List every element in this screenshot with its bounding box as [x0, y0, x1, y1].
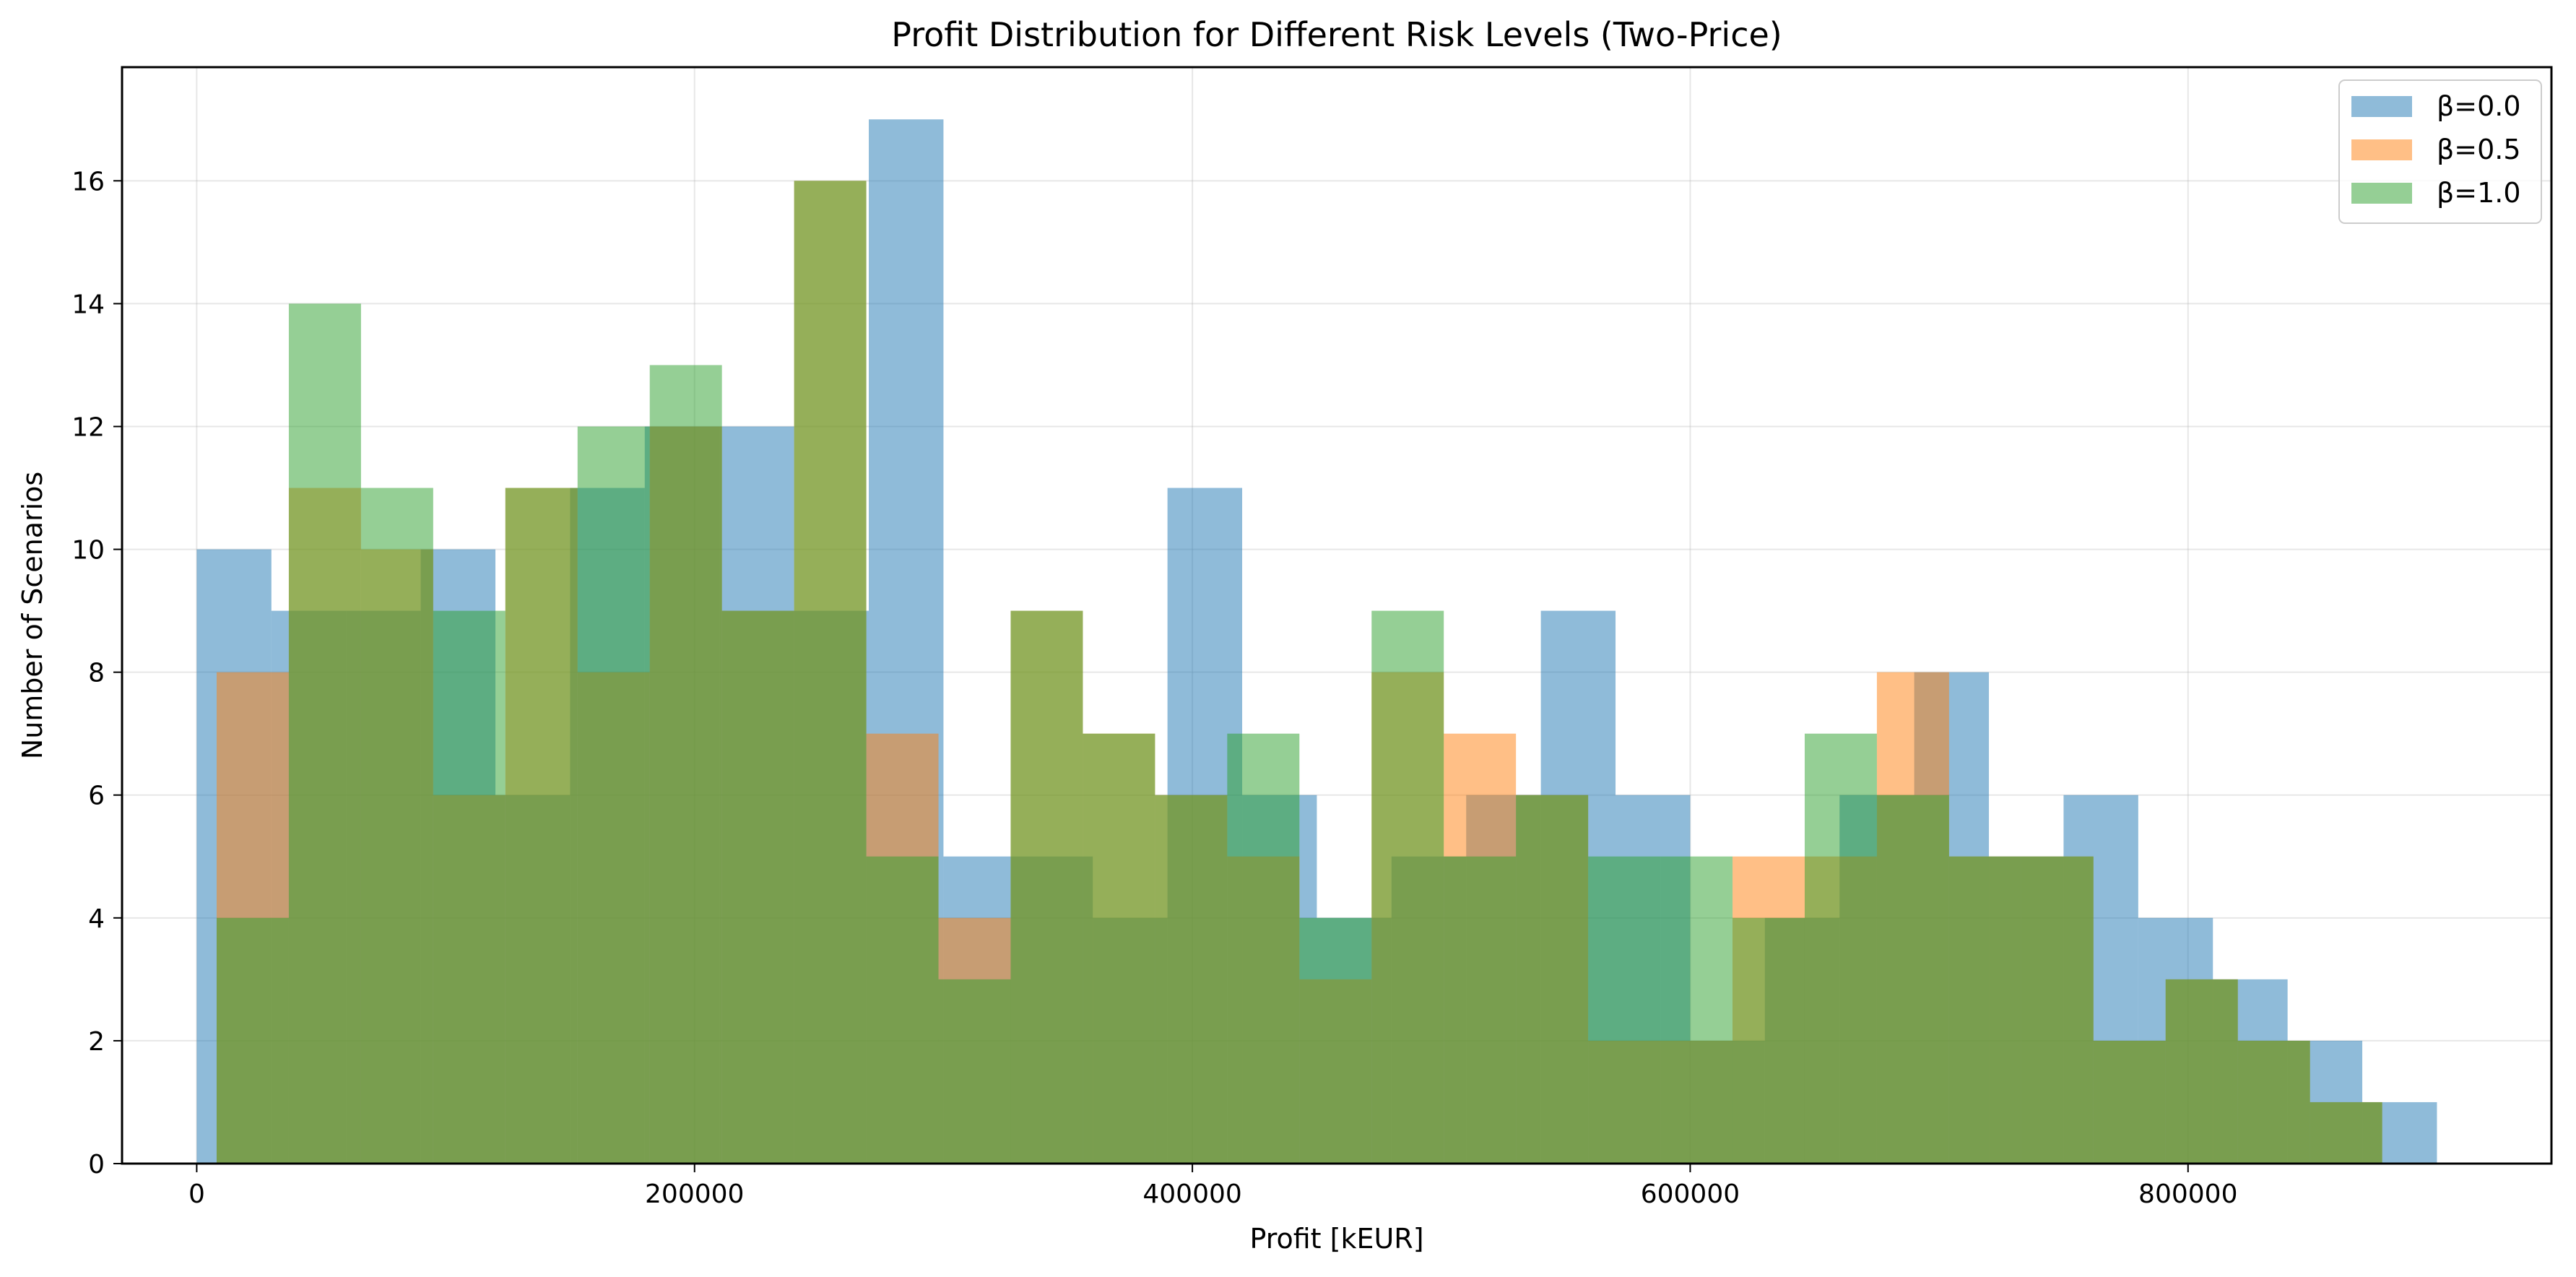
y-tick-label: 4: [88, 904, 105, 934]
histogram-bar: [1948, 856, 2021, 1164]
histogram-bar: [938, 979, 1011, 1164]
series-beta-1-0: [216, 181, 2382, 1164]
y-tick-label: 16: [71, 167, 105, 196]
chart-title: Profit Distribution for Different Risk L…: [891, 15, 1782, 54]
legend-swatch-beta-0-0: [2351, 96, 2412, 117]
histogram-bar: [2237, 1040, 2310, 1164]
y-tick-label: 8: [88, 659, 105, 688]
legend-label-beta-0-0: β=0.0: [2437, 90, 2521, 122]
bars-layer: [196, 119, 2437, 1164]
histogram-bar: [1299, 917, 1372, 1164]
y-axis-label: Number of Scenarios: [17, 472, 48, 759]
histogram-bar: [360, 488, 433, 1164]
histogram-bar: [721, 610, 794, 1164]
histogram-bar: [1732, 917, 1805, 1164]
x-axis-label: Profit [kEUR]: [1249, 1223, 1423, 1255]
histogram-bar: [1588, 856, 1661, 1164]
y-tick-label: 2: [88, 1027, 105, 1057]
x-tick-label: 200000: [645, 1179, 744, 1209]
histogram-bar: [577, 426, 650, 1164]
x-tick-label: 800000: [2138, 1179, 2237, 1209]
histogram-bar: [1516, 795, 1589, 1164]
y-tick-label: 12: [71, 412, 105, 442]
histogram-bar: [1083, 733, 1155, 1164]
histogram-bar: [2093, 1040, 2166, 1164]
y-tick-label: 0: [88, 1150, 105, 1179]
histogram-bar: [1660, 856, 1733, 1164]
x-tick-label: 0: [188, 1179, 205, 1209]
plot-area-frame: [121, 66, 2553, 1165]
histogram-bar: [2021, 856, 2094, 1164]
legend-label-beta-1-0: β=1.0: [2437, 177, 2521, 209]
ticks-layer: 0 200000 400000 600000 800000 0 2 4 6 8 10 12 14 16: [71, 167, 2237, 1209]
histogram-bar: [1876, 795, 1949, 1164]
histogram-bar: [649, 365, 722, 1164]
y-tick-label: 14: [71, 290, 105, 319]
histogram-bar: [216, 917, 289, 1164]
histogram-bar: [1227, 733, 1300, 1164]
histogram-bar: [2165, 979, 2238, 1164]
histogram-bar: [1444, 856, 1517, 1164]
histogram-bar: [288, 303, 361, 1164]
histogram-bar: [433, 610, 506, 1164]
legend-swatch-beta-0-5: [2351, 139, 2412, 160]
legend-swatch-beta-1-0: [2351, 183, 2412, 204]
histogram-bar: [1371, 610, 1444, 1164]
y-tick-label: 6: [88, 782, 105, 811]
y-tick-label: 10: [71, 536, 105, 566]
legend: β=0.0 β=0.5 β=1.0: [2338, 79, 2542, 224]
histogram-bar: [2310, 1101, 2382, 1164]
histogram-bar: [794, 181, 867, 1164]
legend-label-beta-0-5: β=0.5: [2437, 134, 2521, 165]
x-tick-label: 600000: [1641, 1179, 1740, 1209]
histogram-bar: [505, 488, 578, 1164]
histogram-bar: [1155, 795, 1228, 1164]
x-tick-label: 400000: [1142, 1179, 1241, 1209]
histogram-bar: [1804, 733, 1877, 1164]
histogram-bar: [866, 856, 939, 1164]
histogram-bar: [1010, 610, 1083, 1164]
